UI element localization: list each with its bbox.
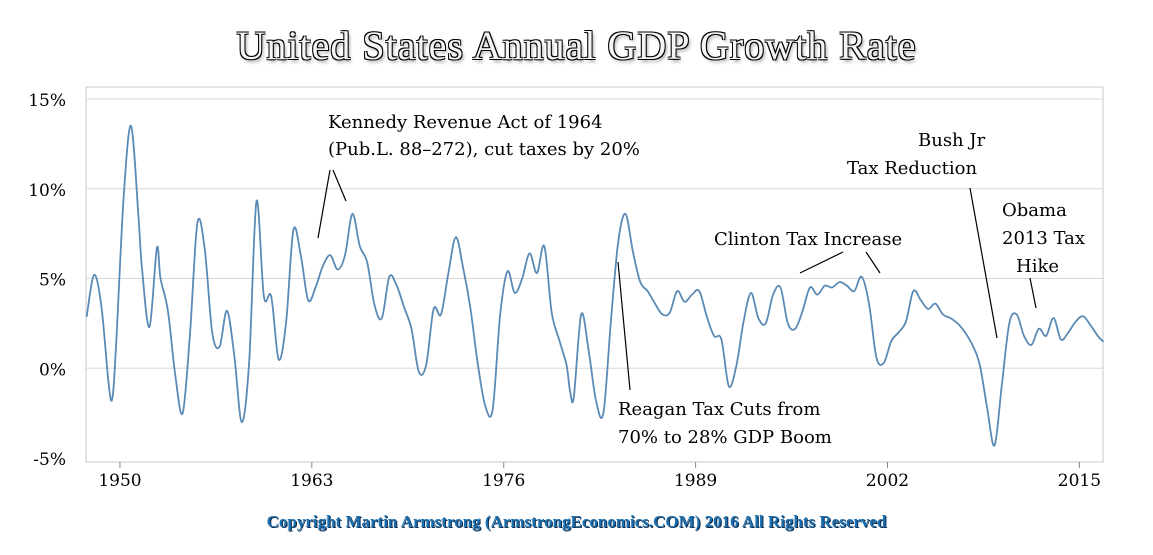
x-axis-ticks: 1950 1963 1976 1989 2002 2015 bbox=[98, 462, 1101, 491]
x-tick-label: 2015 bbox=[1058, 471, 1101, 491]
bush-annotation-line-2: Tax Reduction bbox=[847, 158, 977, 179]
kennedy-annotation-line-2: (Pub.L. 88–272), cut taxes by 20% bbox=[328, 139, 640, 160]
gdp-series-line bbox=[85, 124, 1104, 447]
x-tick-label: 2002 bbox=[866, 471, 909, 491]
reagan-annotation-line-1: Reagan Tax Cuts from bbox=[618, 399, 820, 420]
bush-annotation-line-1: Bush Jr bbox=[918, 130, 986, 151]
y-tick-label: -5% bbox=[33, 450, 66, 470]
y-tick-label: 0% bbox=[39, 360, 66, 380]
plot-area bbox=[85, 86, 1104, 463]
x-tick-label: 1950 bbox=[98, 471, 141, 491]
kennedy-annotation-line-1: Kennedy Revenue Act of 1964 bbox=[328, 112, 603, 133]
kennedy-pointer-left bbox=[317, 169, 331, 239]
clinton-pointer-left bbox=[799, 251, 844, 274]
y-tick-label: 10% bbox=[28, 181, 66, 201]
obama-pointer bbox=[1029, 277, 1037, 309]
annotations: Kennedy Revenue Act of 1964 (Pub.L. 88–2… bbox=[328, 112, 1085, 448]
x-tick-label: 1976 bbox=[482, 471, 525, 491]
kennedy-pointer-right bbox=[332, 169, 347, 202]
obama-annotation-line-1: Obama bbox=[1002, 200, 1067, 221]
chart-title: United States Annual GDP Growth Rate bbox=[236, 23, 917, 68]
reagan-pointer bbox=[617, 261, 631, 391]
x-tick-label: 1989 bbox=[674, 471, 717, 491]
y-tick-label: 15% bbox=[28, 91, 66, 111]
annotation-pointers bbox=[317, 169, 1037, 391]
bush-pointer bbox=[969, 187, 998, 339]
reagan-annotation-line-2: 70% to 28% GDP Boom bbox=[618, 427, 832, 448]
clinton-annotation: Clinton Tax Increase bbox=[714, 229, 902, 250]
y-tick-label: 5% bbox=[39, 271, 66, 291]
grid-lines bbox=[86, 98, 1103, 369]
obama-annotation-line-2: 2013 Tax bbox=[1002, 228, 1085, 249]
x-tick-label: 1963 bbox=[290, 471, 333, 491]
clinton-pointer-right bbox=[865, 251, 881, 274]
y-axis-ticks: 15% 10% 5% 0% -5% bbox=[28, 91, 66, 470]
obama-annotation-line-3: Hike bbox=[1016, 256, 1059, 277]
copyright-notice: Copyright Martin Armstrong (ArmstrongEco… bbox=[266, 512, 887, 531]
